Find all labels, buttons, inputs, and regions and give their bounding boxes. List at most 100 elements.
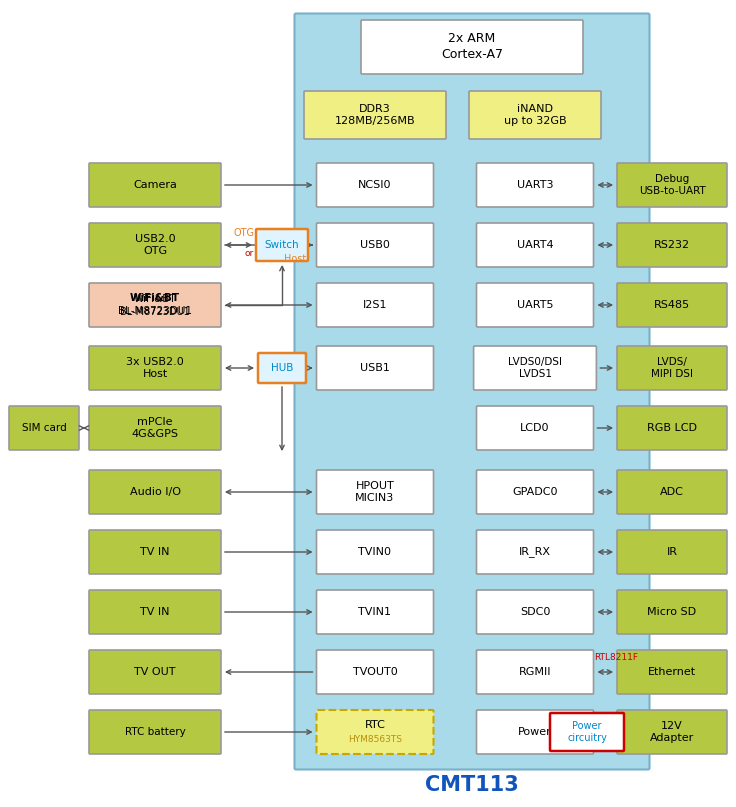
Text: SDC0: SDC0 [520, 607, 551, 617]
Text: RTC: RTC [364, 720, 386, 730]
FancyBboxPatch shape [476, 710, 593, 754]
FancyBboxPatch shape [89, 710, 221, 754]
Text: LVDS0/DSI
LVDS1: LVDS0/DSI LVDS1 [508, 357, 562, 379]
Text: Power: Power [518, 727, 552, 737]
Text: HUB: HUB [271, 363, 293, 373]
Text: RS485: RS485 [654, 300, 690, 310]
FancyBboxPatch shape [617, 223, 727, 267]
FancyBboxPatch shape [316, 470, 434, 514]
Text: 12V
Adapter: 12V Adapter [650, 721, 694, 743]
FancyBboxPatch shape [617, 590, 727, 634]
FancyBboxPatch shape [476, 590, 593, 634]
Text: I2S1: I2S1 [363, 300, 387, 310]
FancyBboxPatch shape [316, 346, 434, 390]
FancyBboxPatch shape [316, 223, 434, 267]
FancyBboxPatch shape [256, 229, 308, 261]
Text: TV IN: TV IN [141, 607, 170, 617]
FancyBboxPatch shape [89, 346, 221, 390]
FancyBboxPatch shape [469, 91, 601, 139]
Text: TV OUT: TV OUT [134, 667, 176, 677]
Text: CMT113: CMT113 [425, 775, 519, 795]
FancyBboxPatch shape [316, 650, 434, 694]
Text: USB2.0
OTG: USB2.0 OTG [135, 234, 175, 256]
FancyBboxPatch shape [476, 470, 593, 514]
FancyBboxPatch shape [89, 470, 221, 514]
Text: WiFi&BT: WiFi&BT [130, 293, 180, 303]
FancyBboxPatch shape [258, 353, 306, 383]
FancyBboxPatch shape [89, 283, 221, 327]
FancyBboxPatch shape [617, 163, 727, 207]
Text: RGB LCD: RGB LCD [647, 423, 697, 433]
FancyBboxPatch shape [89, 406, 221, 450]
FancyBboxPatch shape [89, 530, 221, 574]
FancyBboxPatch shape [89, 650, 221, 694]
FancyBboxPatch shape [550, 713, 624, 751]
Text: TV IN: TV IN [141, 547, 170, 557]
Text: Camera: Camera [133, 180, 177, 190]
FancyBboxPatch shape [89, 223, 221, 267]
Text: HYM8563TS: HYM8563TS [348, 735, 402, 745]
Text: DDR3
128MB/256MB: DDR3 128MB/256MB [335, 104, 415, 126]
Text: TVIN0: TVIN0 [358, 547, 392, 557]
Text: Debug
USB-to-UART: Debug USB-to-UART [639, 174, 705, 196]
FancyBboxPatch shape [316, 530, 434, 574]
FancyBboxPatch shape [617, 283, 727, 327]
Text: TVOUT0: TVOUT0 [353, 667, 397, 677]
Text: RTL8211F: RTL8211F [595, 654, 639, 663]
Text: Power
circuitry: Power circuitry [567, 721, 607, 743]
Text: NCSI0: NCSI0 [358, 180, 392, 190]
FancyBboxPatch shape [617, 470, 727, 514]
Text: SIM card: SIM card [21, 423, 66, 433]
Text: USB1: USB1 [360, 363, 390, 373]
Text: RS232: RS232 [654, 240, 690, 250]
Text: OTG: OTG [233, 228, 254, 238]
FancyBboxPatch shape [474, 346, 596, 390]
FancyBboxPatch shape [361, 20, 583, 74]
Text: mPCIe
4G&GPS: mPCIe 4G&GPS [132, 416, 179, 439]
Text: UART4: UART4 [517, 240, 553, 250]
Text: LCD0: LCD0 [520, 423, 550, 433]
Text: BL-M8723DU1: BL-M8723DU1 [120, 307, 190, 317]
Text: IR: IR [667, 547, 678, 557]
Text: 2x ARM
Cortex-A7: 2x ARM Cortex-A7 [441, 32, 503, 61]
FancyBboxPatch shape [476, 223, 593, 267]
Text: RTC battery: RTC battery [124, 727, 185, 737]
Text: RGMII: RGMII [519, 667, 551, 677]
Text: UART5: UART5 [517, 300, 553, 310]
Text: WiFi&BT
BL-M8723DU1: WiFi&BT BL-M8723DU1 [118, 294, 192, 316]
Text: LVDS/
MIPI DSI: LVDS/ MIPI DSI [651, 357, 693, 379]
FancyBboxPatch shape [617, 650, 727, 694]
FancyBboxPatch shape [476, 650, 593, 694]
FancyBboxPatch shape [316, 710, 434, 754]
Text: Host: Host [284, 254, 306, 264]
Text: HPOUT
MICIN3: HPOUT MICIN3 [355, 481, 394, 504]
FancyBboxPatch shape [294, 14, 649, 770]
FancyBboxPatch shape [316, 590, 434, 634]
FancyBboxPatch shape [476, 283, 593, 327]
FancyBboxPatch shape [617, 530, 727, 574]
Text: iNAND
up to 32GB: iNAND up to 32GB [503, 104, 566, 126]
FancyBboxPatch shape [476, 163, 593, 207]
Text: Audio I/O: Audio I/O [130, 487, 180, 497]
FancyBboxPatch shape [617, 710, 727, 754]
FancyBboxPatch shape [316, 283, 434, 327]
FancyBboxPatch shape [617, 406, 727, 450]
Text: USB0: USB0 [360, 240, 390, 250]
FancyBboxPatch shape [476, 530, 593, 574]
Text: Micro SD: Micro SD [648, 607, 696, 617]
FancyBboxPatch shape [89, 590, 221, 634]
Text: 3x USB2.0
Host: 3x USB2.0 Host [126, 357, 184, 379]
Text: UART3: UART3 [517, 180, 553, 190]
Text: Switch: Switch [265, 240, 300, 250]
Text: or: or [245, 249, 254, 257]
Text: ADC: ADC [660, 487, 684, 497]
FancyBboxPatch shape [89, 163, 221, 207]
FancyBboxPatch shape [316, 163, 434, 207]
FancyBboxPatch shape [617, 346, 727, 390]
Text: IR_RX: IR_RX [519, 546, 551, 558]
FancyBboxPatch shape [9, 406, 79, 450]
FancyBboxPatch shape [476, 406, 593, 450]
Text: GPADC0: GPADC0 [512, 487, 558, 497]
Text: Ethernet: Ethernet [648, 667, 696, 677]
Text: TVIN1: TVIN1 [358, 607, 392, 617]
